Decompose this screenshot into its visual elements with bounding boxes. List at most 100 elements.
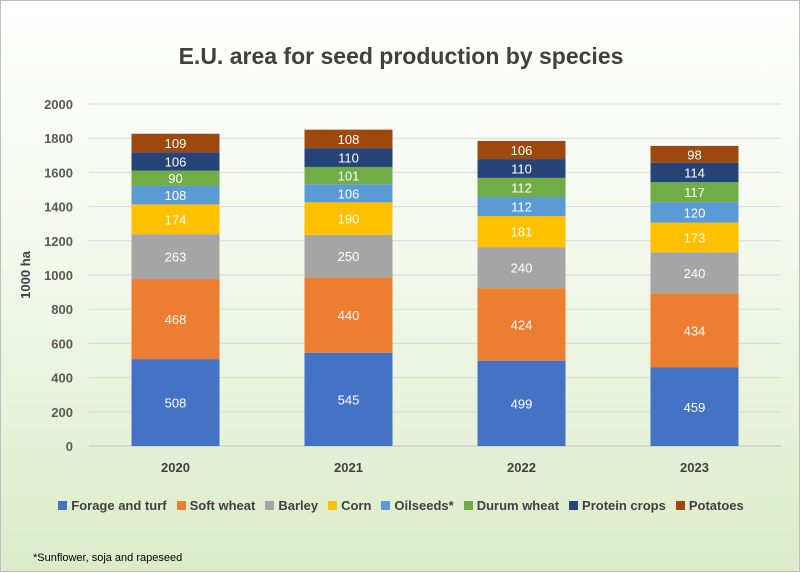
legend-label: Potatoes [688,498,744,513]
data-label: 117 [684,185,705,200]
data-label: 545 [338,392,360,407]
data-label: 112 [511,200,532,215]
x-tick-label: 2021 [334,460,363,475]
y-tick-label: 400 [51,371,73,386]
y-tick-label: 200 [51,405,73,420]
legend-item: Protein crops [569,498,666,513]
bar-segment [131,359,220,446]
data-label: 190 [338,212,360,227]
bar-segment [650,162,739,183]
bar-segment [650,202,739,223]
bar-segment [131,133,220,153]
y-tick-label: 1000 [44,268,73,283]
bar-segment [477,247,566,289]
legend-item: Forage and turf [58,498,167,513]
legend-swatch [176,501,186,510]
y-tick-label: 600 [51,336,73,351]
data-label: 109 [165,136,187,151]
data-label: 101 [338,169,360,184]
legend-label: Durum wheat [476,498,560,513]
bar-segment [650,293,739,368]
y-tick-label: 1600 [44,165,73,180]
data-label: 263 [165,250,187,265]
data-label: 174 [165,212,187,227]
data-label: 110 [511,161,532,176]
bar-segment [477,288,566,361]
bar-segment [477,159,566,178]
data-label: 468 [165,312,187,327]
legend-label: Protein crops [582,498,666,513]
bar-segment [477,360,566,446]
data-label: 240 [684,266,706,281]
y-tick-label: 0 [66,439,73,454]
data-label: 106 [511,143,533,158]
bar-segment [131,185,220,205]
data-label: 112 [511,180,532,195]
bar-segment [131,204,220,235]
bar-segment [650,145,739,163]
data-label: 250 [338,249,360,264]
legend-swatch [265,501,275,510]
x-tick-label: 2020 [161,460,190,475]
x-tick-label: 2023 [680,460,709,475]
chart-title: E.U. area for seed production by species [178,43,624,69]
bar-segment [304,129,393,149]
legend-label: Forage and turf [71,498,167,513]
legend-label: Oilseeds* [394,498,454,513]
y-tick-label: 1400 [44,200,73,215]
legend-swatch [569,501,579,510]
bar-segment [650,182,739,203]
legend-item: Corn [328,498,371,513]
data-label: 173 [684,230,706,245]
bar-segment [477,216,566,248]
bar-segment [131,152,220,171]
bar-segment [650,367,739,446]
legend-swatch [675,501,685,510]
data-label: 108 [338,132,360,147]
bar-segment [131,234,220,280]
data-label: 499 [511,396,533,411]
data-label: 98 [687,147,701,162]
bar-segment [477,140,566,160]
bar-segment [304,234,393,278]
data-label: 120 [684,205,706,220]
data-label: 240 [511,261,533,276]
data-label: 108 [165,188,187,203]
y-tick-label: 1800 [44,131,73,146]
y-axis-label: 1000 ha [18,250,33,298]
bar-segment [131,170,220,186]
data-label: 424 [511,317,533,332]
legend-swatch [58,501,68,510]
legend-swatch [463,501,473,510]
bar-segment [650,222,739,253]
bar-segment [304,352,393,446]
x-tick-label: 2022 [507,460,536,475]
legend-item: Potatoes [675,498,744,513]
bar-segment [304,202,393,235]
y-tick-label: 1200 [44,234,73,249]
data-label: 114 [684,165,705,180]
bar-segment [477,197,566,217]
y-tick-label: 2000 [44,97,73,112]
legend-item: Barley [265,498,318,513]
data-label: 106 [165,154,187,169]
legend-item: Oilseeds* [381,498,454,513]
legend-item: Durum wheat [463,498,560,513]
bar-segment [131,279,220,360]
bar-segment [304,148,393,167]
y-tick-label: 800 [51,302,73,317]
bar-segment [304,184,393,203]
chart-legend: Forage and turf Soft wheat Barley Corn Oilse… [1,498,800,513]
data-label: 508 [165,396,187,411]
data-label: 440 [338,308,360,323]
bar-segment [304,277,393,353]
data-label: 181 [511,225,533,240]
legend-label: Corn [341,498,372,513]
bar-segment [304,166,393,185]
legend-item: Soft wheat [176,498,255,513]
legend-label: Barley [278,498,319,513]
data-label: 434 [684,323,706,338]
data-label: 110 [338,151,359,166]
